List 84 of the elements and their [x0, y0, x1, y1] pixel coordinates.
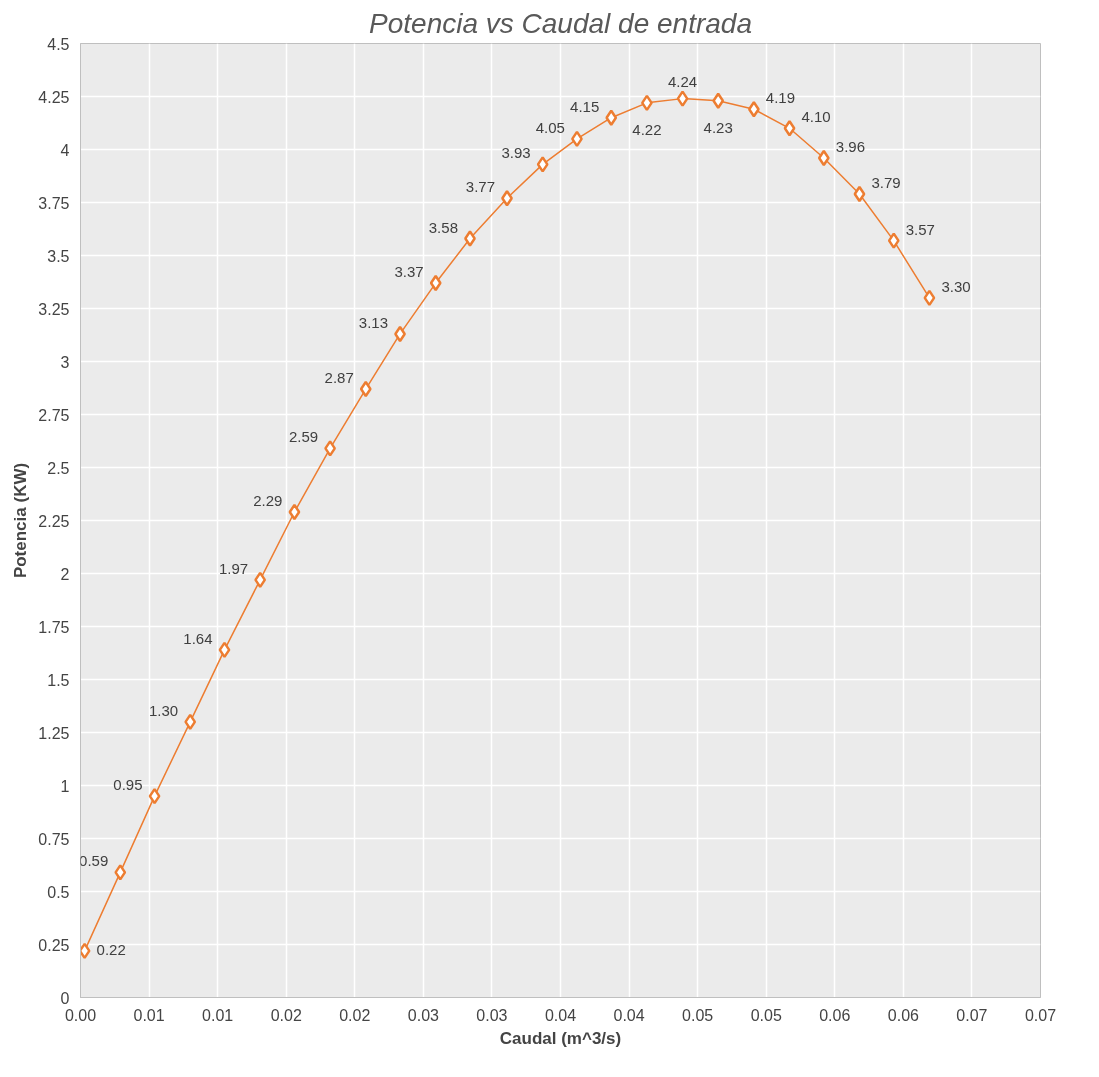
- x-tick-label: 0.07: [1024, 1006, 1057, 1024]
- point: [536, 156, 549, 173]
- point: [254, 571, 267, 589]
- y-tick-label: 0.5: [47, 883, 70, 901]
- y-tick-label: 3.25: [38, 300, 70, 318]
- point: [464, 230, 476, 247]
- text: 4.15: [570, 97, 600, 115]
- text: 3.37: [394, 263, 424, 281]
- y-tick-label: 1.75: [38, 618, 70, 636]
- text: 1.64: [183, 629, 213, 647]
- text: 2.29: [253, 492, 283, 510]
- point: [817, 149, 830, 167]
- y-tick-label: 1: [60, 777, 70, 795]
- point: [712, 92, 725, 109]
- point: [148, 787, 161, 805]
- y-tick-label: 2.5: [47, 459, 70, 477]
- y-tick-label: 4.5: [47, 35, 70, 53]
- x-tick-label: 0.01: [202, 1006, 234, 1024]
- text: 2.59: [288, 428, 319, 446]
- text: 3.57: [905, 220, 935, 238]
- text: 3.93: [501, 144, 531, 162]
- text: 2.87: [324, 369, 354, 387]
- text: 3.30: [941, 277, 971, 295]
- point: [218, 641, 231, 659]
- x-tick-label: 0.00: [64, 1006, 97, 1024]
- x-tick-label: 0.07: [956, 1006, 988, 1024]
- x-tick-label: 0.01: [133, 1006, 165, 1024]
- text: 4.10: [801, 108, 831, 126]
- x-tick-label: 0.05: [750, 1006, 782, 1024]
- chart-title: Potencia vs Caudal de entrada: [369, 7, 752, 39]
- y-tick-label: 4.25: [38, 88, 70, 106]
- x-tick-label: 0.03: [476, 1006, 508, 1024]
- point: [501, 190, 513, 207]
- text: 4.24: [667, 72, 698, 90]
- x-tick-label: 0.03: [407, 1006, 440, 1024]
- point: [324, 440, 337, 457]
- x-tick-label: 0.05: [682, 1006, 714, 1024]
- text: 1.97: [218, 559, 249, 577]
- y-tick-label: 2.25: [38, 512, 70, 530]
- text: 4.23: [703, 118, 733, 136]
- point: [359, 380, 372, 398]
- point: [605, 109, 618, 126]
- text: 0.95: [113, 776, 143, 794]
- y-tick-label: 4: [60, 141, 70, 159]
- point: [853, 185, 866, 203]
- text: 4.22: [632, 120, 662, 138]
- point: [747, 100, 760, 118]
- text: 1.30: [149, 701, 179, 719]
- y-tick-label: 3.5: [47, 247, 70, 265]
- point: [288, 503, 301, 521]
- x-tick-label: 0.04: [544, 1006, 577, 1024]
- y-axis-title: Potencia (KW): [11, 462, 31, 579]
- text: 0.22: [96, 940, 126, 958]
- y-tick-label: 0.75: [38, 830, 70, 848]
- x-tick-label: 0.02: [270, 1006, 302, 1024]
- point: [640, 94, 653, 112]
- x-tick-label: 0.06: [819, 1006, 851, 1024]
- text: 3.77: [465, 178, 496, 196]
- x-tick-label: 0.06: [887, 1006, 920, 1024]
- y-tick-label: 2: [60, 565, 70, 583]
- y-tick-label: 0: [60, 989, 70, 1007]
- x-tick-label: 0.04: [613, 1006, 645, 1024]
- text: 3.13: [358, 313, 389, 331]
- text: 3.79: [871, 174, 901, 192]
- point: [923, 289, 936, 307]
- text: 4.05: [535, 118, 565, 136]
- text: 3.96: [835, 137, 866, 155]
- point: [429, 274, 442, 292]
- text: 3.58: [428, 218, 458, 236]
- y-tick-label: 0.25: [38, 936, 70, 954]
- y-tick-label: 3.75: [38, 194, 70, 212]
- x-tick-label: 0.02: [339, 1006, 371, 1024]
- y-tick-label: 2.75: [38, 406, 70, 424]
- point: [887, 232, 900, 249]
- point: [676, 90, 689, 107]
- point: [783, 120, 796, 137]
- point: [184, 713, 197, 731]
- y-tick-label: 1.5: [47, 671, 70, 689]
- y-tick-label: 1.25: [38, 724, 70, 742]
- text: 0.59: [79, 852, 109, 870]
- y-tick-label: 3: [60, 353, 70, 371]
- point: [114, 864, 127, 881]
- x-axis-title: Caudal (m^3/s): [499, 1028, 622, 1048]
- text: 4.19: [765, 89, 796, 107]
